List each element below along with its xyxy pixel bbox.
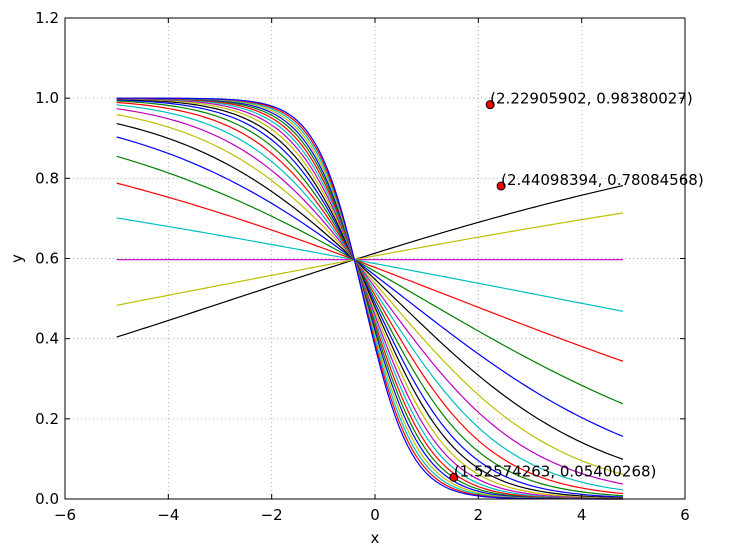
y-tick-label: 0.6 [35,250,59,268]
series-line [116,98,624,500]
series-line [116,136,624,437]
point-annotation: (2.44098394, 0.78084568) [501,171,704,189]
y-tick-label: 1.2 [35,9,59,27]
series-line [116,122,624,460]
data-point [485,100,495,110]
x-tick-label: −6 [54,506,76,524]
series-line [116,155,624,405]
series-line [116,104,624,491]
series-line [116,101,624,495]
series-line [116,97,624,500]
y-tick-label: 1.0 [35,89,59,107]
data-point [449,472,459,482]
y-axis-label: y [8,254,26,263]
series-line [116,108,624,485]
y-tick-label: 0.2 [35,410,59,428]
series-line [116,212,624,306]
series-group [116,97,624,500]
x-tick-label: −2 [261,506,283,524]
x-tick-label: 4 [577,506,587,524]
series-line [116,217,624,312]
series-line [116,182,624,362]
series-line [116,100,624,497]
series-line [116,99,624,498]
ticks: −6 −4 −2 0 2 4 6 0.0 0.2 0.4 0.6 0.8 1.0 1.2 [35,9,690,524]
series-line [116,98,624,499]
x-tick-label: −4 [157,506,179,524]
series-line [116,98,624,499]
y-tick-label: 0.0 [35,490,59,508]
y-tick-label: 0.8 [35,169,59,187]
annotated-points: (2.22905902, 0.98380027) (2.44098394, 0.7… [449,90,704,482]
x-tick-label: 0 [370,506,380,524]
x-axis-label: x [371,529,380,547]
x-tick-label: 2 [474,506,484,524]
y-tick-label: 0.4 [35,330,59,348]
point-annotation: (2.22905902, 0.98380027) [490,90,693,108]
point-annotation: (1.52574263, 0.05400268) [454,462,657,480]
series-line [116,184,624,338]
data-point [496,181,506,191]
x-tick-label: 6 [680,506,690,524]
series-line [116,114,624,475]
